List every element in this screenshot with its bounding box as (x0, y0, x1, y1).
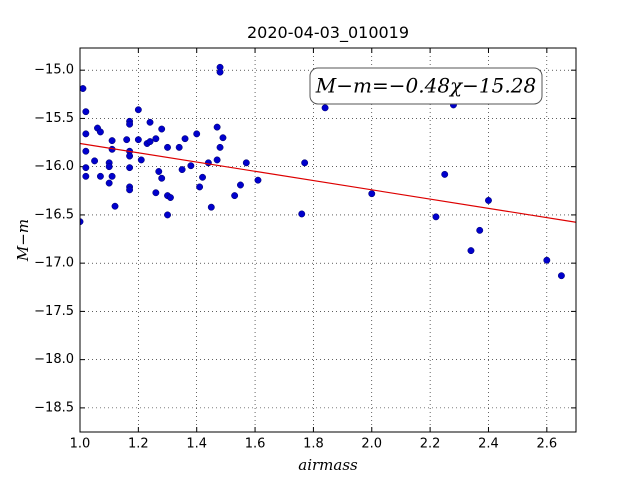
y-tick-label: −18.5 (34, 400, 74, 415)
point (158, 125, 166, 133)
point (196, 183, 204, 191)
point (126, 186, 134, 194)
point (164, 143, 171, 151)
point (219, 134, 227, 142)
plot-frame (79, 47, 577, 433)
x-tick-label: 1.2 (128, 437, 149, 452)
point (178, 166, 186, 174)
y-tick-label: −18.0 (34, 352, 74, 367)
chart-title: 2020-04-03_010019 (247, 23, 409, 43)
x-tick-label: 2.2 (420, 437, 441, 452)
x-tick-label: 1.0 (70, 437, 91, 452)
point (321, 104, 329, 112)
point (82, 164, 90, 172)
y-tick-label: −15.0 (34, 63, 74, 78)
point (123, 136, 131, 144)
point (146, 138, 154, 146)
point (105, 163, 113, 171)
point (476, 226, 484, 234)
point (96, 172, 104, 180)
annotation-box (309, 67, 543, 105)
point (146, 118, 154, 126)
point (298, 210, 306, 218)
point (126, 164, 134, 172)
point (111, 202, 119, 210)
point (108, 172, 116, 180)
point (368, 190, 376, 198)
point (134, 106, 142, 114)
point (82, 108, 90, 116)
point (216, 68, 224, 76)
x-tick-label: 1.6 (245, 437, 266, 452)
point (82, 172, 90, 180)
point (213, 123, 221, 131)
annotation: M−m=−0.48χ−15.28 (315, 74, 536, 98)
point (82, 147, 90, 155)
point (155, 168, 163, 175)
point (164, 211, 171, 219)
x-tick-label: 1.4 (186, 437, 207, 452)
y-tick-label: −16.5 (34, 207, 74, 222)
x-tick-label: 2.4 (478, 437, 499, 452)
point (82, 130, 90, 138)
point (187, 162, 195, 170)
point (166, 194, 174, 201)
point (91, 157, 99, 165)
point (105, 179, 113, 187)
x-tick-label: 1.8 (303, 437, 324, 452)
point (467, 247, 475, 255)
point (204, 159, 212, 167)
point (242, 159, 250, 167)
point (80, 85, 87, 92)
point (237, 181, 244, 189)
point (126, 120, 134, 128)
point (301, 159, 309, 167)
point (158, 174, 166, 182)
x-tick-label: 2.0 (361, 437, 382, 452)
x-tick-label: 2.6 (536, 437, 557, 452)
point (207, 203, 215, 211)
point (152, 189, 160, 197)
y-tick-label: −17.0 (34, 256, 74, 271)
point (543, 256, 551, 264)
point (216, 143, 224, 151)
fit-line (80, 142, 576, 223)
point (557, 272, 565, 280)
point (213, 156, 221, 164)
point (193, 130, 201, 138)
point (108, 137, 116, 145)
point (181, 135, 189, 143)
point (137, 156, 145, 164)
point (485, 196, 492, 204)
point (96, 128, 104, 136)
point (199, 173, 206, 181)
point (441, 170, 449, 178)
point (432, 213, 440, 221)
y-tick-label: −15.5 (34, 111, 74, 126)
point (254, 176, 262, 184)
point (126, 152, 134, 160)
x-axis-label: airmass (298, 456, 358, 474)
y-tick-label: −16.0 (34, 159, 74, 174)
point (175, 143, 183, 151)
point (134, 136, 142, 144)
y-tick-label: −17.5 (34, 304, 74, 319)
point (231, 192, 239, 200)
point (152, 135, 160, 143)
y-axis-label: M−m (14, 219, 32, 262)
